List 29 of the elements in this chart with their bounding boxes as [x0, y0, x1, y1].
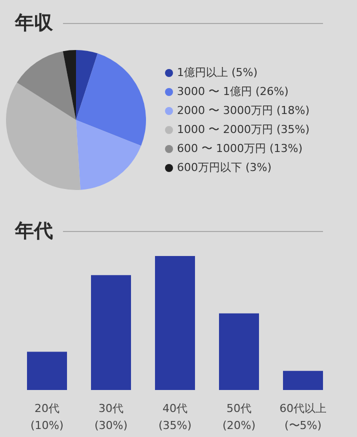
legend-label: 1億円以上 (5%) — [177, 66, 258, 79]
data-label: (35%) — [158, 419, 192, 432]
x-tick-label: 30代 — [98, 402, 124, 415]
pie-slice — [76, 120, 142, 190]
legend-label: 3000 〜 1億円 (26%) — [177, 85, 289, 98]
legend-label: 1000 〜 2000万円 (35%) — [177, 123, 310, 136]
pie-slice — [16, 51, 76, 120]
x-tick-label: 40代 — [162, 402, 188, 415]
bar — [219, 313, 259, 390]
chart-title: 年代 — [15, 219, 53, 244]
pie-slice — [62, 50, 76, 120]
bar — [27, 352, 67, 390]
pie-slice — [6, 82, 80, 190]
data-label: (10%) — [30, 419, 64, 432]
x-tick-label: 60代以上 — [280, 402, 326, 415]
bar — [155, 256, 195, 390]
data-label: (〜5%) — [284, 419, 322, 432]
legend-label: 600 〜 1000万円 (13%) — [177, 142, 303, 155]
x-tick-label: 20代 — [34, 402, 60, 415]
pie-slice — [76, 53, 146, 146]
x-tick-label: 50代 — [226, 402, 252, 415]
chart-title: 年収 — [15, 11, 53, 36]
legend-label: 600万円以下 (3%) — [177, 161, 272, 174]
bar — [283, 370, 323, 390]
bar — [91, 275, 131, 390]
legend-label: 2000 〜 3000万円 (18%) — [177, 104, 310, 117]
pie-slice — [76, 50, 98, 120]
data-label: (20%) — [222, 419, 256, 432]
data-label: (30%) — [94, 419, 128, 432]
